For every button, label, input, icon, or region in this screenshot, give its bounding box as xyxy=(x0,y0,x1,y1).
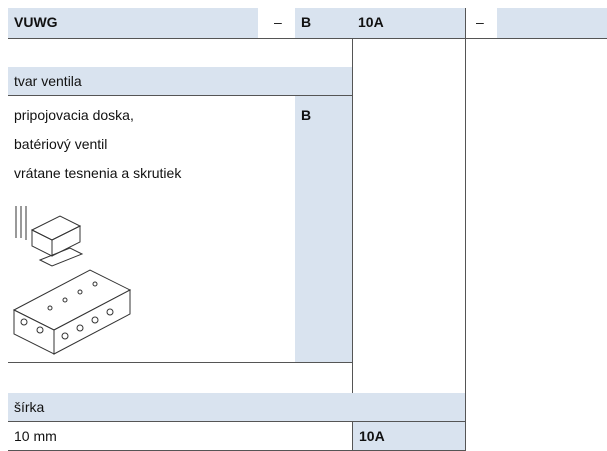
code: 10A xyxy=(353,422,465,450)
option-line: pripojovacia doska, xyxy=(14,107,134,123)
header-cell: 10A xyxy=(352,8,465,38)
option-line: batériový ventil xyxy=(14,136,108,152)
section-title: tvar ventila xyxy=(8,67,352,95)
header-dash: – xyxy=(274,14,282,30)
header-cell xyxy=(497,8,607,38)
rule xyxy=(8,421,465,422)
code: B xyxy=(301,107,312,123)
rule xyxy=(8,95,352,96)
code-column xyxy=(295,96,352,362)
header-dash: – xyxy=(476,14,484,30)
column-rule xyxy=(352,38,353,451)
section-title: šírka xyxy=(8,393,465,421)
rule xyxy=(8,362,352,363)
header-cell: B xyxy=(295,8,352,38)
header-cell: VUWG xyxy=(8,8,258,38)
option-line: 10 mm xyxy=(14,428,57,444)
rule xyxy=(8,38,607,39)
column-rule xyxy=(465,8,466,451)
illustration xyxy=(12,206,132,355)
option-line: vrátane tesnenia a skrutiek xyxy=(14,165,182,181)
